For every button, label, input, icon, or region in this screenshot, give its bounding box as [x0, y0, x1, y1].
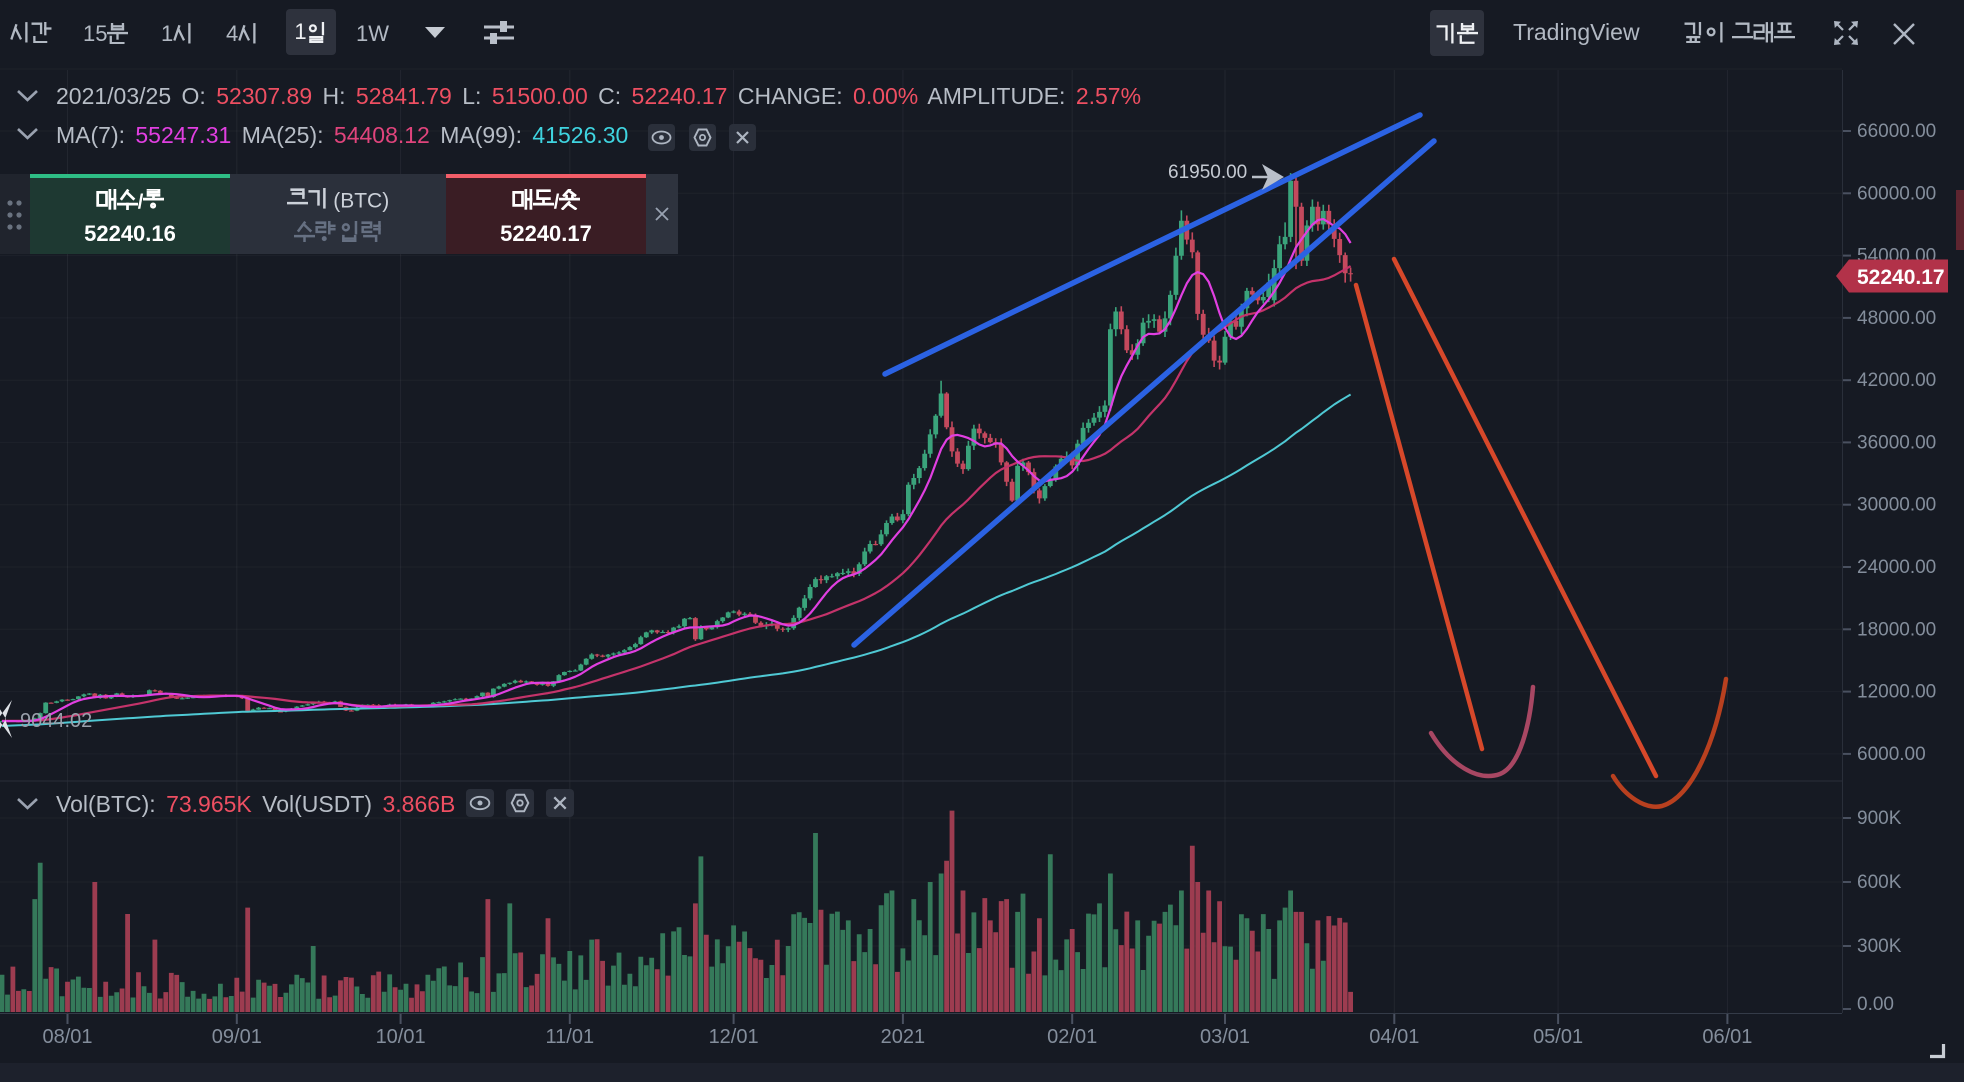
svg-text:30000.00: 30000.00 [1857, 495, 1936, 516]
svg-text:02/01: 02/01 [1047, 1026, 1097, 1048]
svg-text:05/01: 05/01 [1533, 1026, 1583, 1048]
svg-text:0.00: 0.00 [1857, 994, 1894, 1015]
svg-text:04/01: 04/01 [1369, 1026, 1419, 1048]
svg-text:36000.00: 36000.00 [1857, 432, 1936, 453]
svg-text:600K: 600K [1857, 872, 1902, 893]
svg-text:66000.00: 66000.00 [1857, 121, 1936, 142]
svg-text:10/01: 10/01 [376, 1026, 426, 1048]
svg-text:06/01: 06/01 [1702, 1026, 1752, 1048]
svg-text:6000.00: 6000.00 [1857, 744, 1926, 765]
svg-text:300K: 300K [1857, 936, 1902, 957]
svg-text:2021: 2021 [881, 1026, 926, 1048]
svg-text:60000.00: 60000.00 [1857, 183, 1936, 204]
svg-text:900K: 900K [1857, 808, 1902, 829]
svg-text:12/01: 12/01 [709, 1026, 759, 1048]
svg-text:48000.00: 48000.00 [1857, 308, 1936, 329]
svg-text:08/01: 08/01 [42, 1026, 92, 1048]
svg-text:09/01: 09/01 [212, 1026, 262, 1048]
svg-text:52240.17: 52240.17 [1857, 266, 1945, 289]
svg-text:03/01: 03/01 [1200, 1026, 1250, 1048]
svg-text:11/01: 11/01 [546, 1026, 595, 1048]
svg-text:42000.00: 42000.00 [1857, 370, 1936, 391]
svg-text:24000.00: 24000.00 [1857, 557, 1936, 578]
svg-text:12000.00: 12000.00 [1857, 682, 1936, 703]
svg-text:18000.00: 18000.00 [1857, 619, 1936, 640]
